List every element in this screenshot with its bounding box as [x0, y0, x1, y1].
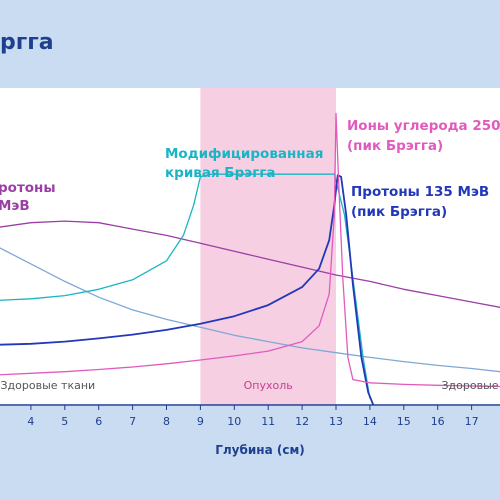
x-tick-label: 17	[465, 415, 479, 428]
x-tick-label: 9	[197, 415, 204, 428]
x-tick-label: 12	[295, 415, 309, 428]
zone-label: Опухоль	[244, 379, 293, 392]
page-title: ргга	[0, 30, 54, 55]
x-axis-label: Глубина (см)	[215, 443, 305, 457]
series-line-protons135	[0, 174, 375, 406]
x-tick-label: 11	[261, 415, 275, 428]
carbon-label-line2: (пик Брэгга)	[347, 138, 443, 154]
x-tick-label: 15	[397, 415, 411, 428]
series-line-modified	[0, 173, 371, 399]
x-tick-label: 16	[431, 415, 445, 428]
protons-label-line1: ротоны	[0, 180, 56, 196]
carbon-label-line1: Ионы углерода 250 МэВ	[347, 118, 500, 134]
zone-labels: Здоровые ткани Опухоль Здоровые т	[1, 379, 500, 392]
modified-curve-label-line1: Модифицированная	[165, 146, 323, 162]
x-tick-label: 6	[95, 415, 102, 428]
tumor-region	[200, 88, 336, 405]
x-tick-label: 7	[129, 415, 136, 428]
x-tick-label: 4	[27, 415, 34, 428]
modified-curve-label-line2: кривая Брэгга	[165, 165, 275, 181]
x-tick-label: 13	[329, 415, 343, 428]
x-tick-label: 5	[61, 415, 68, 428]
zone-label: Здоровые ткани	[1, 379, 96, 392]
x-ticks: 4 5 6 7 8 9 10 11 12 13 14 15 16 17	[27, 405, 479, 428]
series-layer	[0, 112, 500, 406]
protons-label-line2: МэВ	[0, 198, 30, 214]
series-line-xray_b	[0, 247, 500, 373]
protons135-label-line1: Протоны 135 МэВ	[351, 184, 489, 200]
x-tick-label: 10	[227, 415, 241, 428]
series-line-carbon	[0, 112, 500, 388]
series-line-xray_a	[0, 220, 500, 308]
protons135-label-line2: (пик Брэгга)	[351, 204, 447, 220]
x-tick-label: 14	[363, 415, 377, 428]
x-tick-label: 8	[163, 415, 170, 428]
zone-label: Здоровые т	[442, 379, 500, 392]
